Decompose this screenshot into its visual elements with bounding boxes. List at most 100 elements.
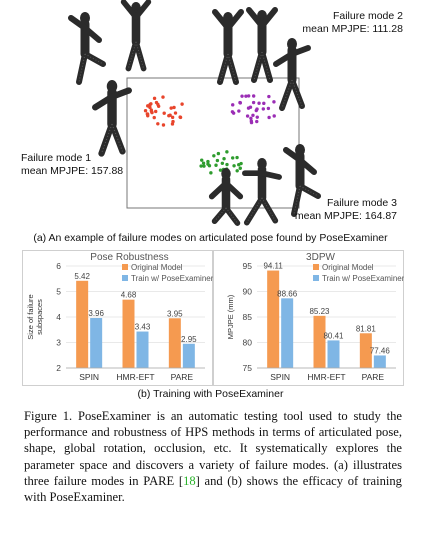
chart-3dpw: 3DPW 75 80 85 90 95 MPJPE (mm) 94.11 88.66 SPIN 85…	[213, 250, 405, 386]
legend-swatch	[122, 275, 128, 281]
panel-a-caption: (a) An example of failure modes on artic…	[33, 232, 388, 244]
cluster-dot	[216, 151, 221, 156]
bar-value-label: 3.96	[88, 309, 104, 318]
bar-original-model	[267, 270, 280, 368]
cluster-dot	[235, 169, 239, 173]
cluster-dot	[167, 114, 171, 118]
caption-text-2: ] and (b) shows the efficacy of training…	[24, 473, 402, 505]
y-tick-label: 6	[56, 261, 61, 271]
cluster-dot	[207, 164, 212, 168]
figure-caption: Figure 1. PoseExaminer is an automatic t…	[24, 408, 402, 505]
human-figure	[208, 168, 244, 226]
failure-mode-3-name: Failure mode 3	[326, 197, 397, 209]
human-figure	[273, 38, 311, 111]
category-label: SPIN	[270, 372, 290, 382]
legend-swatch	[313, 264, 319, 270]
bar-value-label: 85.23	[309, 307, 330, 316]
y-axis-label: Size of failuresubspaces	[26, 294, 44, 339]
human-figure	[120, 0, 152, 72]
cluster-dot	[240, 94, 244, 98]
cluster-dot	[149, 102, 153, 106]
y-tick-label: 2	[56, 363, 61, 373]
caption-text-1: Figure 1. PoseExaminer is an automatic t…	[24, 409, 402, 488]
bar-value-label: 81.81	[356, 324, 377, 333]
cluster-dot	[201, 161, 206, 165]
cluster-dot	[161, 123, 166, 127]
chart-border	[213, 250, 404, 386]
human-figure	[283, 144, 321, 217]
cluster-dot	[246, 106, 251, 110]
chart-border	[22, 250, 213, 386]
chart-title: 3DPW	[306, 252, 335, 263]
y-tick-label: 85	[243, 312, 253, 322]
cluster-dot	[173, 111, 178, 115]
parameter-space-frame	[126, 77, 300, 209]
failure-mode-1-name: Failure mode 1	[21, 152, 92, 164]
cluster-dot	[230, 110, 235, 114]
bar-value-label: 80.41	[323, 331, 344, 340]
bar-train-poseexaminer	[373, 355, 386, 368]
y-axis-label: MPJPE (mm)	[226, 294, 235, 339]
bar-value-label: 3.95	[167, 309, 183, 318]
legend-label: Original Model	[131, 263, 183, 272]
bar-value-label: 2.95	[181, 335, 197, 344]
cluster-dot	[162, 111, 166, 115]
cluster-dot	[143, 109, 148, 113]
bar-value-label: 5.42	[74, 272, 90, 281]
cluster-dot	[230, 156, 235, 160]
cluster-dot	[231, 103, 235, 107]
bar-value-label: 3.43	[135, 323, 151, 332]
cluster-dot	[212, 154, 216, 158]
cluster-dot	[267, 115, 271, 120]
cluster-dot	[249, 116, 253, 121]
bar-train-poseexaminer	[90, 318, 103, 368]
cluster-dot	[251, 113, 255, 117]
cluster-dot	[235, 155, 239, 160]
cluster-dot	[154, 100, 159, 105]
legend-label: Train w/ PoseExaminer	[131, 274, 213, 283]
cluster-dot	[267, 94, 271, 99]
cluster-dot	[237, 163, 241, 167]
bar-original-model	[313, 315, 326, 368]
cluster-dot	[255, 119, 259, 124]
chart-pose-robustness: Pose Robustness 2 3 4 5 6 Size of failuresubsp…	[22, 250, 214, 386]
cluster-dot	[214, 163, 218, 167]
category-label: SPIN	[79, 372, 99, 382]
cluster-dot	[262, 101, 266, 106]
cluster-dot	[222, 157, 226, 161]
citation-link[interactable]: 18	[183, 473, 196, 488]
cluster-dot	[152, 115, 156, 120]
cluster-dot	[238, 166, 242, 170]
cluster-dot	[170, 115, 175, 120]
cluster-dot	[156, 122, 160, 126]
failure-modes-panel: Failure mode 2 mean MPJPE: 111.28 Failur…	[0, 0, 421, 245]
cluster-dot	[145, 112, 150, 116]
panel-b-caption: (b) Training with PoseExaminer	[137, 388, 284, 400]
failure-mode-2-metric: mean MPJPE: 111.28	[302, 23, 403, 35]
failure-mode-2-name: Failure mode 2	[332, 10, 403, 22]
cluster-dot	[154, 109, 158, 114]
legend-swatch	[313, 275, 319, 281]
failure-mode-3-label: Failure mode 3 mean MPJPE: 164.87	[295, 197, 397, 223]
legend-label: Original Model	[322, 263, 374, 272]
category-label: PARE	[362, 372, 385, 382]
cluster-dot	[200, 158, 204, 162]
cluster-dot	[152, 96, 157, 101]
bar-value-label: 77.46	[370, 346, 391, 355]
cluster-dot	[199, 164, 203, 168]
cluster-dot	[257, 101, 261, 105]
y-tick-label: 5	[56, 287, 61, 297]
human-figure	[68, 12, 106, 85]
cluster-dot	[171, 119, 175, 124]
cluster-dot	[251, 94, 256, 98]
bar-train-poseexaminer	[281, 298, 294, 368]
cluster-dot	[169, 106, 173, 110]
cluster-dot	[161, 95, 165, 99]
chart-3dpw-svg: 3DPW 75 80 85 90 95 MPJPE (mm) 94.11 88.66 SPIN 85…	[213, 250, 405, 386]
human-figure	[212, 9, 244, 85]
cluster-dot	[225, 150, 229, 154]
failure-mode-2-label: Failure mode 2 mean MPJPE: 111.28	[302, 10, 403, 36]
y-tick-label: 4	[56, 312, 61, 322]
cluster-dot	[220, 161, 225, 166]
y-tick-label: 80	[243, 338, 253, 348]
